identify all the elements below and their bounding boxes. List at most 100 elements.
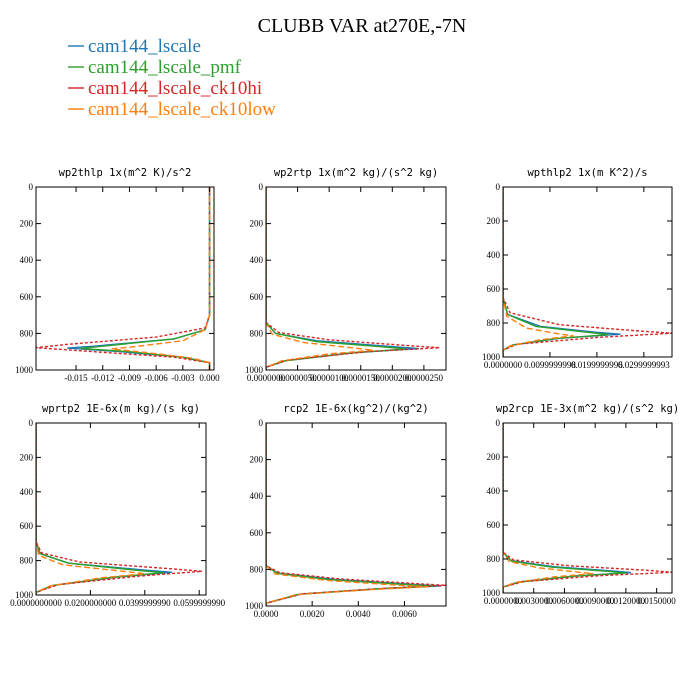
subplot: wp2rtp 1x(m^2 kg)/(s^2 kg) 0 200 400 600 800 1… (245, 167, 447, 383)
subplot-title: rcp2 1E-6x(kg^2)/(kg^2) (283, 403, 428, 415)
series-line-2 (36, 187, 211, 370)
legend: cam144_lscalecam144_lscale_pmfcam144_lsc… (68, 36, 276, 120)
subplot-title: wp2rtp 1x(m^2 kg)/(s^2 kg) (274, 167, 438, 179)
subplot-title: wp2thlp 1x(m^2 K)/s^2 (59, 167, 192, 179)
x-tick-label: -0.012 (91, 373, 114, 383)
y-tick-label: 400 (487, 250, 501, 260)
x-tick-label: -0.015 (64, 373, 88, 383)
y-tick-label: 200 (20, 452, 34, 462)
subplot: rcp2 1E-6x(kg^2)/(kg^2) 0 200 400 600 800 1000… (245, 403, 447, 619)
y-tick-label: 400 (487, 486, 501, 496)
subplot: wp2thlp 1x(m^2 K)/s^2 0 200 400 600 800 1000 -0… (15, 167, 220, 383)
y-tick-label: 800 (250, 564, 264, 574)
x-tick-label: 0.0399999990 (119, 598, 171, 608)
series-line-3 (266, 187, 374, 370)
y-tick-label: 600 (20, 292, 34, 302)
y-tick-label: 400 (250, 255, 264, 265)
subplot-title: wp2rcp 1E-3x(m^2 kg)/(s^2 kg) (496, 403, 679, 415)
series-line-3 (36, 423, 145, 595)
series-line-1 (80, 187, 211, 370)
y-tick-label: 0 (259, 418, 264, 428)
plot-frame (502, 422, 673, 594)
y-tick-label: 800 (20, 328, 34, 338)
series-group (503, 187, 672, 357)
y-tick-label: 600 (250, 528, 264, 538)
legend-label: cam144_lscale_pmf (88, 57, 242, 78)
series-line-3 (266, 423, 428, 606)
x-tick-label: 0.0030000 (515, 596, 554, 606)
x-tick-label: 0.0000150 (342, 373, 381, 383)
series-group (36, 423, 202, 595)
y-tick-label: 600 (250, 292, 264, 302)
plot-frame (35, 186, 215, 371)
legend-item: cam144_lscale_ck10low (68, 99, 276, 120)
y-tick-label: 800 (250, 328, 264, 338)
series-line-1 (266, 423, 435, 606)
series-line-2 (503, 187, 672, 357)
y-tick-label: 0 (496, 182, 501, 192)
legend-label: cam144_lscale_ck10low (88, 99, 276, 120)
series-line-0 (266, 187, 419, 370)
x-tick-label: 0.0060000 (545, 596, 584, 606)
x-tick-label: 0.0000250 (405, 373, 444, 383)
x-tick-label: 0.0000100 (310, 373, 349, 383)
y-tick-label: 200 (250, 219, 264, 229)
legend-item: cam144_lscale_ck10hi (68, 78, 262, 99)
y-tick-label: 600 (487, 520, 501, 530)
x-tick-label: -0.003 (171, 373, 195, 383)
y-tick-label: 1000 (245, 365, 264, 375)
series-line-2 (266, 187, 440, 370)
x-tick-label: 0.0299999993 (618, 360, 670, 370)
legend-item: cam144_lscale_pmf (68, 57, 242, 78)
plot-frame (265, 186, 447, 371)
panels-grid: wp2thlp 1x(m^2 K)/s^2 0 200 400 600 800 1000 -0… (10, 167, 679, 619)
legend-label: cam144_lscale_ck10hi (88, 78, 262, 99)
y-tick-label: 1000 (482, 352, 501, 362)
subplot: wprtp2 1E-6x(m kg)/(s kg) 0 200 400 600 800 10… (10, 403, 225, 608)
y-tick-label: 200 (487, 216, 501, 226)
y-tick-label: 0 (29, 418, 34, 428)
subplot: wp2rcp 1E-3x(m^2 kg)/(s^2 kg) 0 200 400 600 8… (482, 403, 679, 606)
x-tick-label: 0.0199999996 (571, 360, 623, 370)
series-line-2 (36, 423, 202, 595)
x-tick-label: 0.0000000000 (10, 598, 62, 608)
series-group (266, 187, 440, 370)
series-group (266, 423, 446, 606)
y-tick-label: 200 (20, 219, 34, 229)
series-line-3 (503, 423, 594, 593)
subplot-title: wprtp2 1E-6x(m kg)/(s kg) (42, 403, 200, 415)
x-tick-label: 0.000 (199, 373, 220, 383)
x-tick-label: 0.0000000 (247, 373, 286, 383)
series-line-1 (36, 423, 164, 595)
x-tick-label: 0.0000200 (373, 373, 412, 383)
series-line-0 (266, 423, 442, 606)
y-tick-label: 400 (250, 491, 264, 501)
series-line-0 (503, 423, 632, 593)
y-tick-label: 600 (20, 521, 34, 531)
y-tick-label: 0 (496, 418, 501, 428)
y-tick-label: 1000 (245, 601, 264, 611)
y-tick-label: 800 (20, 556, 34, 566)
x-tick-label: 0.0150000 (638, 596, 677, 606)
y-tick-label: 1000 (482, 588, 501, 598)
series-line-3 (111, 187, 211, 370)
subplot: wpthlp2 1x(m K^2)/s020040060080010000.00… (482, 167, 673, 370)
plot-frame (502, 186, 673, 358)
series-group (503, 423, 672, 593)
legend-item: cam144_lscale (68, 36, 201, 57)
y-tick-label: 600 (487, 284, 501, 294)
x-tick-label: 0.0000000 (484, 360, 523, 370)
y-tick-label: 200 (250, 455, 264, 465)
plot-frame (35, 422, 207, 596)
x-tick-label: 0.0090000 (576, 596, 615, 606)
series-group (36, 187, 211, 370)
y-tick-label: 400 (20, 487, 34, 497)
y-tick-label: 1000 (15, 365, 34, 375)
x-tick-label: 0.0000000 (484, 596, 523, 606)
series-line-2 (266, 423, 446, 606)
y-tick-label: 800 (487, 318, 501, 328)
x-tick-label: 0.0040 (346, 609, 371, 619)
y-tick-label: 0 (29, 182, 34, 192)
legend-label: cam144_lscale (88, 36, 201, 57)
